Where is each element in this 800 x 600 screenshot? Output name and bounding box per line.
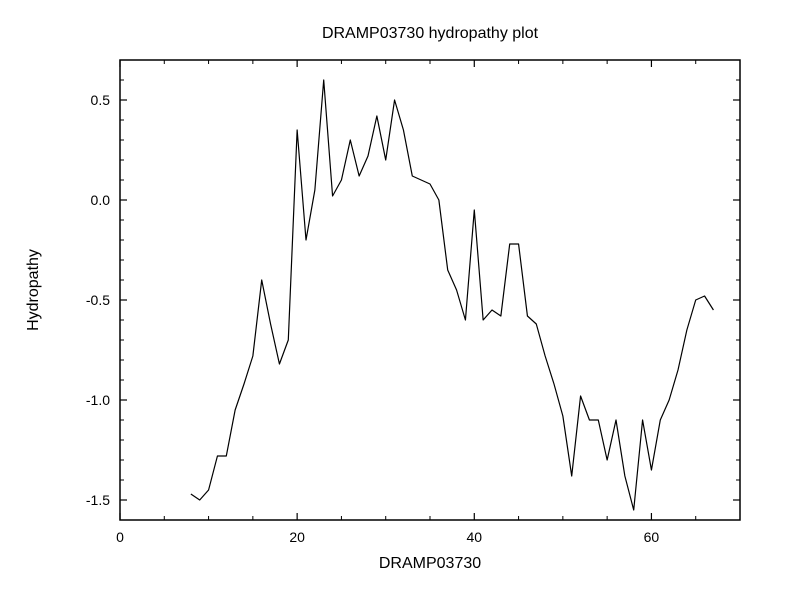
- hydropathy-plot: 0 20 40 60 -1.5 -1.0 -0.5 0.0 0.5 DRAMP03730 hydr…: [0, 0, 800, 600]
- x-tick-label: 60: [644, 529, 660, 545]
- x-tick-label: 0: [116, 529, 124, 545]
- x-tick-label: 20: [289, 529, 305, 545]
- chart-title: DRAMP03730 hydropathy plot: [322, 25, 539, 42]
- y-tick-label: -1.5: [86, 492, 110, 508]
- plot-box: [120, 60, 740, 520]
- y-tick-label: -1.0: [86, 392, 110, 408]
- y-tick-label: 0.5: [91, 92, 111, 108]
- y-tick-label: -0.5: [86, 292, 110, 308]
- y-axis-label: Hydropathy: [25, 249, 42, 331]
- y-tick-label: 0.0: [91, 192, 111, 208]
- hydropathy-line: [191, 80, 714, 510]
- x-tick-label: 40: [466, 529, 482, 545]
- x-axis-label: DRAMP03730: [379, 555, 481, 572]
